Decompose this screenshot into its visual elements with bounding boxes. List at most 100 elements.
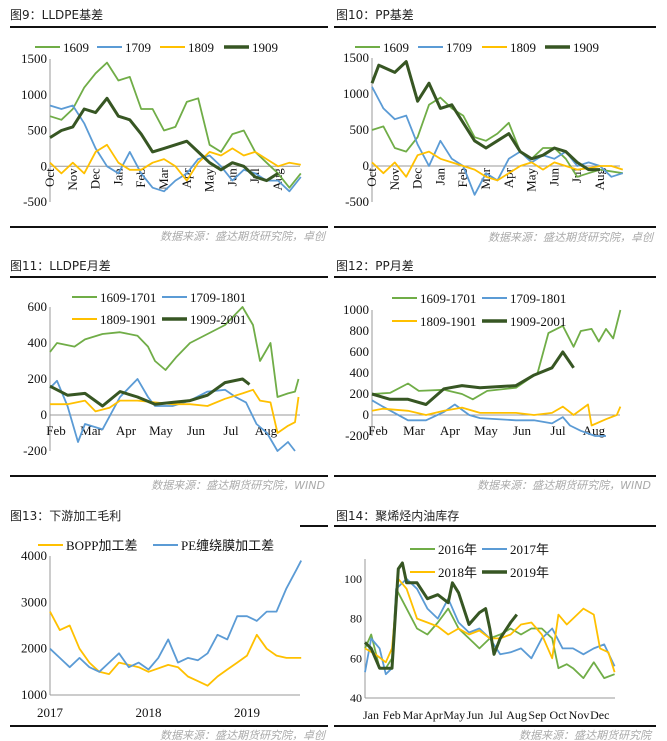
chart-0: -500 0 500 1000 1500 Oct Nov Dec Jan Feb Mar Apr May… — [21, 40, 302, 209]
source-note: 数据来源：盛达期货研究院，卓创 — [488, 231, 653, 244]
series-line-1909-2001 — [49, 377, 251, 408]
y-tick-label: 0 — [41, 158, 48, 173]
series-line-1709 — [49, 104, 302, 193]
x-tick-label: Jan — [363, 708, 379, 722]
legend-label: 1909 — [252, 40, 278, 55]
x-tick-label: Nov — [65, 168, 80, 191]
x-tick-label: Nov — [569, 708, 590, 722]
y-tick-label: 0 — [363, 407, 370, 422]
chart-4: 1000 2000 3000 4000 2017 2018 2019 BOPP加工差 PE缠绕膜… — [21, 538, 302, 720]
divider — [334, 26, 656, 28]
y-tick-label: 100 — [344, 572, 362, 586]
x-tick-label: Jun — [467, 708, 484, 722]
x-tick-label: Feb — [368, 423, 388, 438]
x-tick-label: Oct — [42, 168, 57, 187]
legend-label: 1609-1701 — [100, 290, 156, 305]
series-line-1809-1901 — [50, 388, 300, 434]
x-tick-label: Mar — [478, 167, 493, 189]
x-tick-label: Apr — [440, 423, 461, 438]
legend-label: 1609 — [383, 40, 409, 55]
y-tick-label: 0 — [363, 158, 370, 173]
y-tick-label: 0 — [41, 407, 48, 422]
legend-label: 1809 — [510, 40, 536, 55]
source-note: 数据来源：盛达期货研究院 — [519, 729, 651, 741]
legend-label: 1909-2001 — [510, 314, 566, 329]
x-tick-label: Feb — [383, 708, 401, 722]
x-tick-label: 2017 — [37, 705, 64, 720]
x-tick-label: Apr — [424, 708, 443, 722]
source-note: 数据来源：盛达期货研究院，WIND — [477, 479, 651, 492]
x-tick-label: May — [474, 423, 498, 438]
x-tick-label: 2018 — [136, 705, 162, 720]
x-tick-label: Jun — [224, 168, 239, 187]
y-tick-label: -500 — [23, 194, 47, 209]
legend-label: 2019年 — [510, 565, 549, 580]
y-tick-label: 500 — [350, 122, 370, 137]
y-tick-label: -200 — [345, 428, 369, 443]
x-tick-label: May — [524, 168, 539, 192]
x-tick-label: Jun — [513, 423, 532, 438]
legend-label: 2016年 — [438, 542, 477, 557]
x-tick-label: May — [149, 423, 173, 438]
x-tick-label: Mar — [403, 708, 423, 722]
x-tick-label: Sep — [528, 708, 546, 722]
source-note: 数据来源：盛达期货研究院，WIND — [151, 479, 325, 492]
chart-title-inventory: 图14：聚烯烃内油库存 — [336, 509, 460, 523]
y-tick-label: 500 — [28, 123, 48, 138]
source-note: 数据来源：盛达期货研究院，卓创 — [160, 729, 325, 741]
x-tick-label: Jan — [432, 168, 447, 186]
x-tick-label: May — [443, 708, 465, 722]
x-tick-label: Apr — [116, 423, 137, 438]
x-tick-label: Apr — [179, 168, 194, 189]
legend-label: 1609-1701 — [420, 291, 476, 306]
y-tick-label: 80 — [350, 612, 362, 626]
divider — [334, 226, 656, 228]
x-tick-label: Aug — [506, 708, 527, 722]
series-line-1609-1701 — [49, 306, 300, 398]
series-line-2018年 — [364, 578, 616, 673]
chart-title-lldpe-basis: 图9：LLDPE基差 — [10, 8, 104, 22]
divider — [10, 475, 328, 477]
legend-label: BOPP加工差 — [66, 538, 138, 553]
y-tick-label: 800 — [350, 323, 370, 338]
x-tick-label: 2019 — [234, 705, 260, 720]
chart-title-lldpe-spread: 图11：LLDPE月差 — [10, 259, 111, 273]
divider — [10, 26, 328, 28]
x-tick-label: Jul — [489, 708, 504, 722]
series-line-1609 — [49, 61, 302, 189]
y-tick-label: 1000 — [343, 86, 369, 101]
legend-label: 2018年 — [438, 565, 477, 580]
chart-5: 40 60 80 100 Jan Feb Mar Apr May Jun Jul Aug Sep Oct N… — [344, 542, 616, 722]
y-tick-label: 40 — [350, 691, 362, 705]
y-tick-label: 200 — [350, 386, 370, 401]
x-tick-label: Aug — [270, 168, 285, 191]
series-line-1809-1901 — [371, 403, 622, 427]
legend-label: 1909 — [573, 40, 599, 55]
legend-label: PE缠绕膜加工差 — [181, 538, 274, 553]
legend-label: 1709-1801 — [190, 290, 246, 305]
legend-label: 1609 — [63, 40, 89, 55]
y-tick-label: 600 — [28, 299, 48, 314]
x-tick-label: Feb — [133, 168, 148, 188]
series-line-1809 — [371, 150, 624, 182]
series-line-PE缠绕膜加工差 — [49, 560, 302, 673]
series-line-1609 — [371, 96, 623, 178]
series-line-1709-1801 — [371, 399, 606, 437]
series-line-2019年 — [363, 561, 518, 670]
divider — [10, 276, 328, 278]
divider — [10, 725, 328, 727]
series-line-BOPP加工差 — [49, 611, 302, 687]
x-tick-label: Oct — [364, 168, 379, 187]
divider — [334, 276, 656, 278]
y-tick-label: 1000 — [21, 687, 47, 702]
x-tick-label: Jan — [110, 168, 125, 186]
legend-label: 1809-1901 — [420, 314, 476, 329]
divider — [334, 725, 656, 727]
x-tick-label: Jul — [223, 423, 239, 438]
y-tick-label: 400 — [28, 335, 48, 350]
y-tick-label: 3000 — [21, 594, 47, 609]
x-tick-label: Mar — [403, 423, 425, 438]
x-tick-label: May — [202, 168, 217, 192]
